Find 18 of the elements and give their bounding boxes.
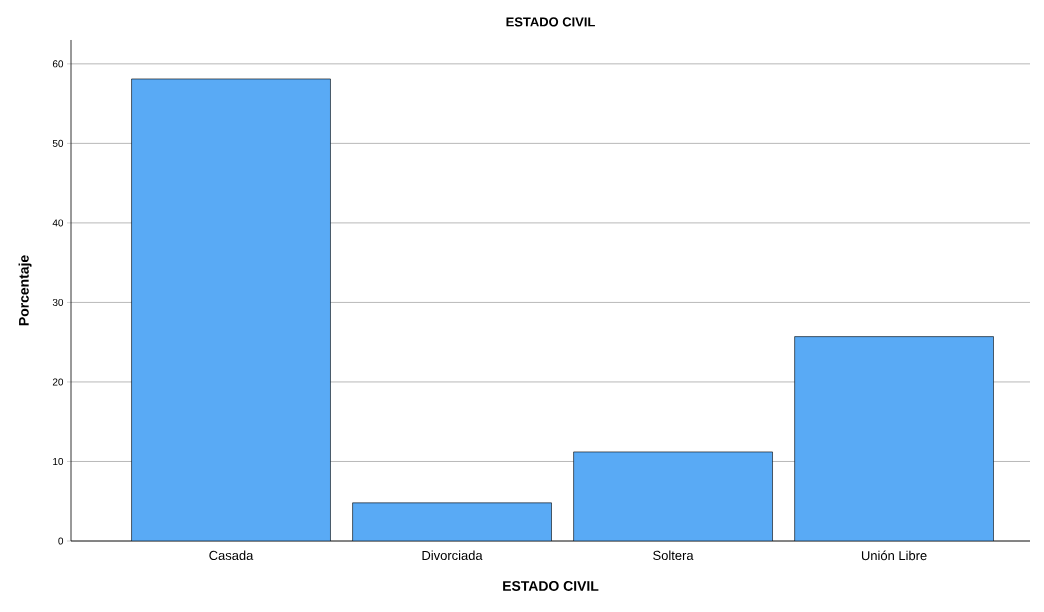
x-tick-label: Unión Libre: [861, 550, 927, 561]
x-tick-label: Divorciada: [422, 550, 483, 561]
bar: [352, 502, 552, 541]
chart-title: ESTADO CIVIL: [506, 17, 595, 27]
x-tick-label: Soltera: [653, 550, 694, 561]
bar: [573, 451, 773, 541]
y-tick-label: 10: [53, 457, 64, 465]
bar: [131, 78, 331, 541]
bar: [794, 336, 994, 541]
y-tick-label: 60: [52, 60, 64, 68]
y-tick-label: 40: [52, 219, 64, 227]
x-axis-title: ESTADO CIVIL: [503, 581, 599, 591]
y-tick-label: 20: [52, 378, 64, 386]
y-tick-label: 50: [52, 139, 64, 147]
y-tick-label: 0: [58, 537, 64, 545]
y-axis-title: Porcentaje: [18, 255, 32, 326]
y-tick-label: 30: [52, 298, 64, 306]
x-tick-label: Casada: [209, 550, 254, 561]
